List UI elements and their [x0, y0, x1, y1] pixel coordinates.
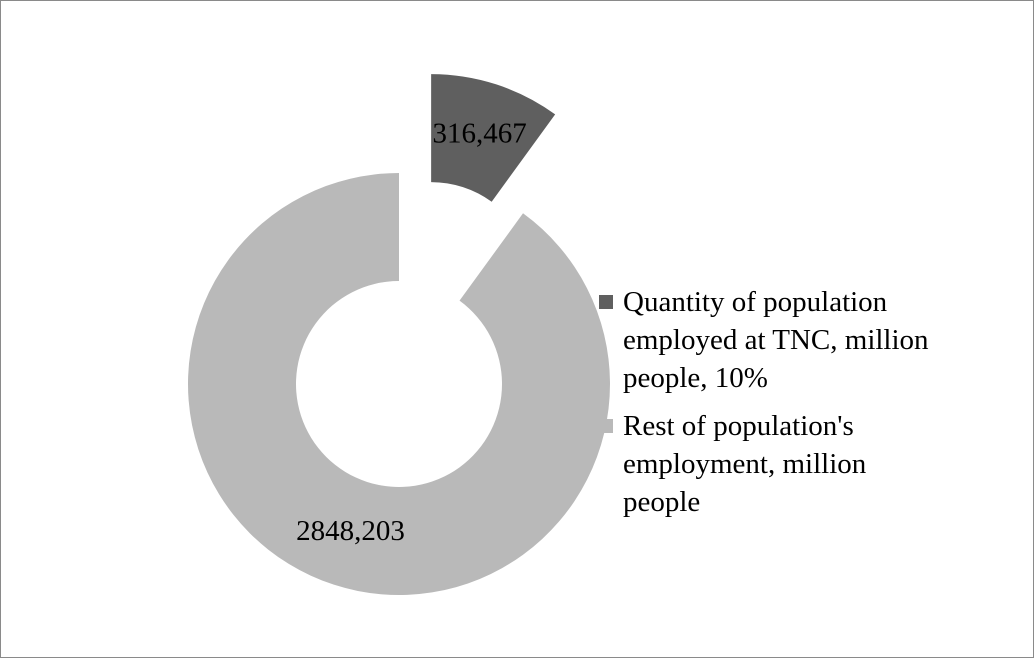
donut-slice: [431, 74, 556, 202]
legend-label: Quantity of population employed at TNC, …: [623, 286, 929, 394]
data-label: 2848,203: [296, 515, 405, 547]
legend-swatch: [599, 295, 613, 309]
legend-item: Rest of population's employment, million…: [599, 407, 929, 521]
legend-item: Quantity of population employed at TNC, …: [599, 283, 929, 397]
data-label: 316,467: [433, 117, 527, 149]
legend-label: Rest of population's employment, million…: [623, 410, 867, 518]
legend-swatch: [599, 419, 613, 433]
donut-slice: [188, 173, 610, 595]
